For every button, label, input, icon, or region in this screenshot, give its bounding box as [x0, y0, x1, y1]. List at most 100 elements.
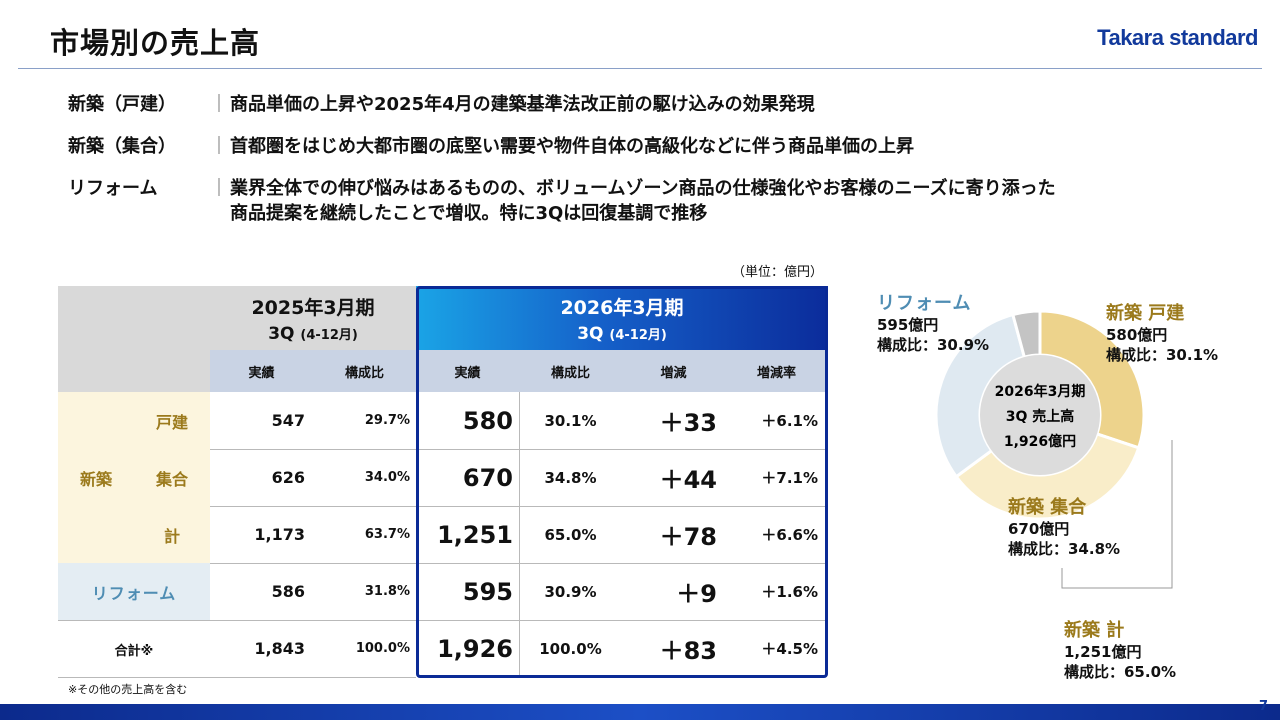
shinchiku-group-bg [58, 392, 210, 563]
label-shugo-amount: 670億円 [1008, 520, 1070, 538]
bullet-text: 首都圏をはじめ大都市圏の底堅い需要や物件自体の高級化などに伴う商品単価の上昇 [230, 136, 914, 157]
unit-note: （単位：億円） [732, 265, 824, 280]
bullet-label: リフォーム [68, 178, 158, 199]
prev-ratio: 31.8% [364, 584, 410, 599]
label-shugo-name: 新築 集合 [1008, 497, 1087, 518]
change-value: ＋9 [676, 580, 717, 608]
change-rate: ＋6.1% [761, 412, 818, 430]
donut-slice-0 [1038, 309, 1146, 450]
page-number: 7 [1258, 699, 1268, 714]
fy2025-months: (4-12月) [300, 327, 358, 343]
company-logo: Takara standard [1097, 25, 1258, 50]
label-shugo-share: 構成比：34.8% [1008, 540, 1121, 558]
row-divider [58, 620, 828, 621]
prev-actual: 626 [271, 468, 305, 487]
fy2025-quarter: 3Q [268, 323, 295, 344]
table-corner [58, 286, 210, 392]
donut-center-line3: 1,926億円 [1004, 433, 1076, 450]
fy2026-period: 3Q (4-12月) [577, 324, 667, 344]
column-divider [519, 392, 520, 678]
donut-center [980, 355, 1100, 475]
prev-actual: 1,173 [254, 525, 305, 544]
label-reform-name: リフォーム [877, 293, 972, 314]
fy2025-title: 2025年3月期 [251, 296, 375, 319]
fy2026-title: 2026年3月期 [560, 296, 684, 319]
change-rate: ＋6.6% [761, 526, 818, 544]
label-reform: リフォーム 595億円 構成比：30.9% [877, 289, 989, 355]
bullet-text: 商品単価の上昇や2025年4月の建築基準法改正前の駆け込みの効果発現 [230, 94, 815, 115]
prev-ratio: 34.0% [364, 470, 410, 485]
subheader-change-rate: 増減率 [725, 350, 828, 392]
change-rate: ＋4.5% [761, 640, 818, 658]
prev-actual: 586 [271, 582, 305, 601]
total-bracket-connector [1061, 440, 1173, 589]
bullet-label: 新築（戸建） [68, 94, 176, 115]
prev-ratio: 63.7% [364, 527, 410, 542]
group-label-shinchiku: 新築 [79, 469, 112, 489]
label-kodate-name: 新築 戸建 [1106, 303, 1185, 324]
bullet-list: 新築（戸建） ｜ 商品単価の上昇や2025年4月の建築基準法改正前の駆け込みの効… [68, 92, 1268, 243]
cur-ratio: 65.0% [544, 525, 597, 544]
label-reform-share: 構成比：30.9% [877, 336, 990, 354]
bullet-text-continued: 商品提案を継続したことで増収。特に3Qは回復基調で推移 [230, 203, 708, 224]
bullet-text: 業界全体での伸び悩みはあるものの、ボリュームゾーン商品の仕様強化やお客様のニーズ… [230, 178, 1056, 199]
label-shinchiku-total: 新築 計 1,251億円 構成比：65.0% [1064, 616, 1176, 682]
donut-center-line2: 3Q 売上高 [1006, 408, 1075, 425]
subheader-ratio: 構成比 [519, 350, 622, 392]
fy2025-header: 2025年3月期 3Q (4-12月) [210, 286, 416, 350]
change-value: ＋83 [659, 637, 717, 665]
prev-ratio: 29.7% [364, 413, 410, 428]
prev-ratio: 100.0% [355, 641, 410, 656]
label-kodate-share: 構成比：30.1% [1106, 346, 1219, 364]
bottom-bar [0, 704, 1280, 720]
bullet-row: リフォーム ｜ 業界全体での伸び悩みはあるものの、ボリュームゾーン商品の仕様強化… [68, 176, 1268, 226]
label-reform-amount: 595億円 [877, 316, 939, 334]
change-rate: ＋1.6% [761, 583, 818, 601]
fy2026-header: 2026年3月期 3Q (4-12月) [416, 286, 828, 350]
row-label-kodate: 戸建 [155, 412, 188, 432]
cur-actual: 1,926 [437, 634, 513, 663]
subheader-ratio: 構成比 [313, 350, 416, 392]
fy2025-period: 3Q (4-12月) [268, 324, 358, 344]
label-shugo: 新築 集合 670億円 構成比：34.8% [1008, 493, 1120, 559]
label-kodate: 新築 戸建 580億円 構成比：30.1% [1106, 299, 1218, 365]
row-label-total: 合計※ [114, 643, 154, 659]
change-value: ＋78 [659, 523, 717, 551]
sales-donut-chart: 2026年3月期 3Q 売上高 1,926億円 [934, 309, 1146, 521]
change-value: ＋44 [659, 466, 717, 494]
bullet-separator: ｜ [210, 94, 228, 115]
label-total-amount: 1,251億円 [1064, 643, 1142, 661]
cur-ratio: 34.8% [544, 468, 597, 487]
sales-table: 2025年3月期 3Q (4-12月) 2026年3月期 3Q (4-12月) … [58, 286, 828, 678]
cur-actual: 670 [462, 463, 513, 492]
subheader-change: 増減 [622, 350, 725, 392]
title-divider [18, 68, 1262, 69]
bullet-separator: ｜ [210, 136, 228, 157]
fy2026-months: (4-12月) [609, 327, 667, 343]
label-total-name: 新築 計 [1064, 620, 1125, 641]
fy2026-quarter: 3Q [577, 323, 604, 344]
label-total-share: 構成比：65.0% [1064, 663, 1177, 681]
row-label-subtotal: 計 [163, 526, 180, 546]
cur-ratio: 30.1% [544, 411, 597, 430]
bullet-row: 新築（戸建） ｜ 商品単価の上昇や2025年4月の建築基準法改正前の駆け込みの効… [68, 92, 1268, 117]
bullet-separator: ｜ [210, 178, 228, 199]
row-label-reform: リフォーム [58, 563, 210, 620]
change-rate: ＋7.1% [761, 469, 818, 487]
cur-ratio: 100.0% [539, 639, 602, 658]
row-label-shugo: 集合 [155, 469, 188, 489]
cur-ratio: 30.9% [544, 582, 597, 601]
bullet-label: 新築（集合） [68, 136, 176, 157]
bullet-row: 新築（集合） ｜ 首都圏をはじめ大都市圏の底堅い需要や物件自体の高級化などに伴う… [68, 134, 1268, 159]
cur-actual: 595 [462, 577, 513, 606]
donut-center-line1: 2026年3月期 [995, 383, 1086, 400]
cur-actual: 580 [462, 406, 513, 435]
prev-actual: 547 [271, 411, 305, 430]
page-title: 市場別の売上高 [50, 26, 261, 60]
change-value: ＋33 [659, 409, 717, 437]
subheader-actual: 実績 [210, 350, 313, 392]
footnote: ※その他の売上高を含む [68, 683, 188, 696]
row-divider [58, 677, 416, 678]
cur-actual: 1,251 [437, 520, 513, 549]
subheader-actual: 実績 [416, 350, 519, 392]
